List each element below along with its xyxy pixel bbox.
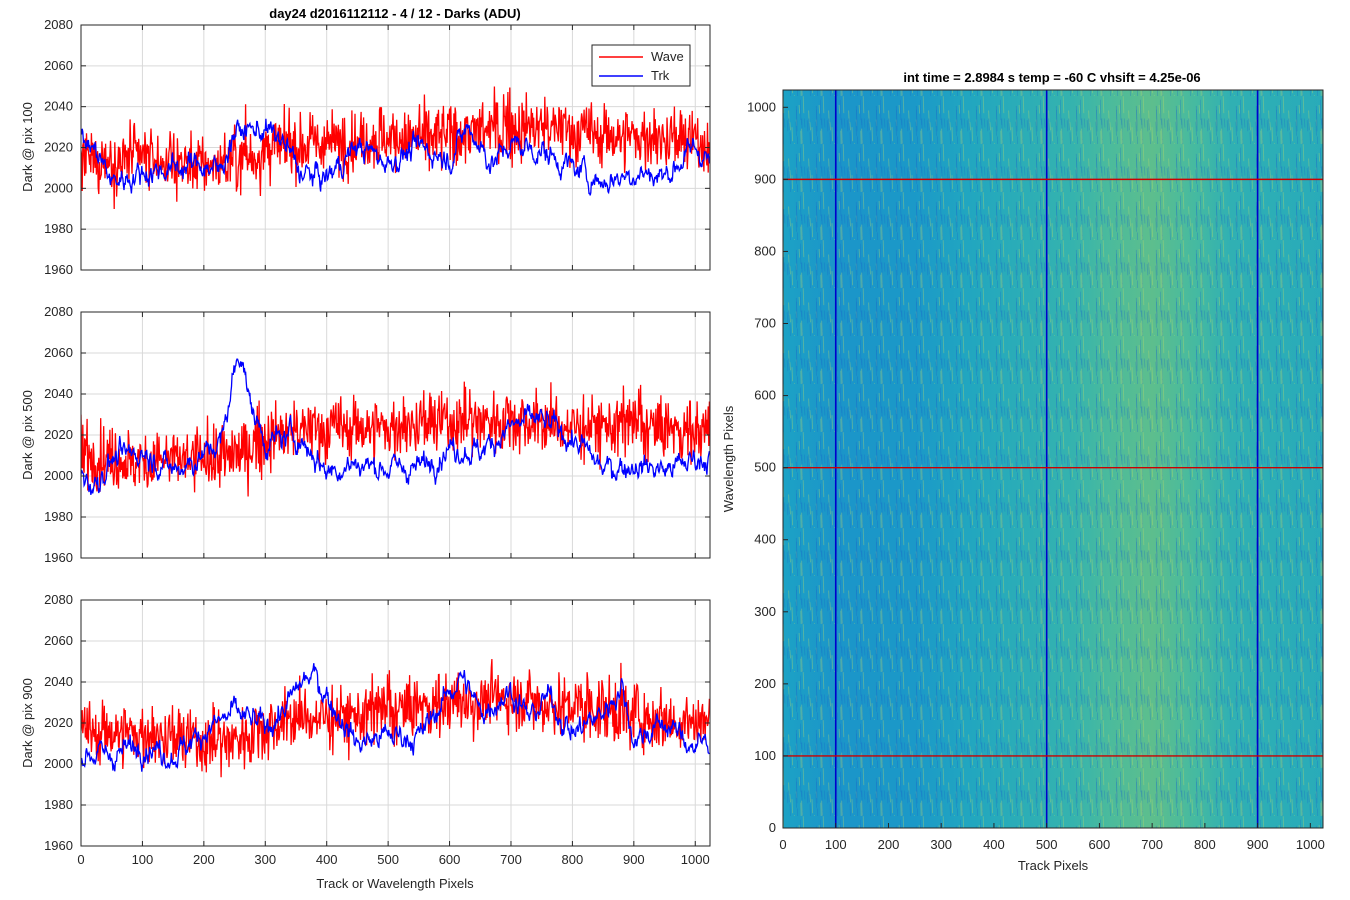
xtick-label: 500 — [377, 852, 399, 867]
heatmap-ytick-label: 900 — [754, 171, 776, 186]
panel-3-ticks: 0 100 200 300 400 500 600 700 800 900 1000 1960 1980… — [44, 592, 710, 867]
ytick-label: 2040 — [44, 674, 73, 689]
legend: Wave Trk — [591, 44, 691, 87]
heatmap-xtick-label: 900 — [1247, 837, 1269, 852]
heatmap-xtick-label: 400 — [983, 837, 1005, 852]
series-line-wave — [81, 86, 710, 210]
heatmap-ytick-label: 400 — [754, 532, 776, 547]
panel-2-ylabel: Dark @ pix 500 — [20, 390, 35, 480]
heatmap-title: int time = 2.8984 s temp = -60 C vhsift … — [903, 70, 1200, 85]
legend-entry-trk: Trk — [651, 68, 670, 83]
series-line-wave — [81, 659, 710, 778]
heatmap-xtick-label: 100 — [825, 837, 847, 852]
xtick-label: 200 — [193, 852, 215, 867]
ytick-label: 2040 — [44, 386, 73, 401]
ytick-label: 2080 — [44, 17, 73, 32]
xtick-label: 0 — [77, 852, 84, 867]
ytick-label: 2080 — [44, 592, 73, 607]
heatmap-xtick-label: 1000 — [1296, 837, 1325, 852]
panel-3-ylabel: Dark @ pix 900 — [20, 678, 35, 768]
heatmap-xlabel: Track Pixels — [1018, 858, 1089, 873]
series-line-wave — [81, 381, 710, 497]
ytick-label: 2060 — [44, 345, 73, 360]
ytick-label: 2040 — [44, 99, 73, 114]
ytick-label: 1960 — [44, 838, 73, 853]
xtick-label: 1000 — [681, 852, 710, 867]
heatmap-axes-box — [782, 89, 1324, 829]
ytick-label: 2000 — [44, 180, 73, 195]
xtick-label: 800 — [562, 852, 584, 867]
heatmap-ytick-label: 1000 — [747, 99, 776, 114]
series-line-trk — [81, 358, 710, 495]
series-line-trk — [81, 118, 710, 196]
heatmap-xtick-label: 600 — [1089, 837, 1111, 852]
ytick-label: 1980 — [44, 221, 73, 236]
line-panel-pix-100: day24 d2016112112 - 4 / 12 - Darks (ADU)… — [20, 6, 711, 277]
ytick-label: 2020 — [44, 140, 73, 155]
panel-1-ticks: 1960 1980 2000 2020 2040 2060 2080 — [44, 17, 710, 277]
panel-2-ticks: 1960 1980 2000 2020 2040 2060 2080 — [44, 304, 710, 565]
ytick-label: 2080 — [44, 304, 73, 319]
panel-3-plot-area — [81, 659, 710, 778]
ytick-label: 2000 — [44, 756, 73, 771]
line-panel-pix-900: 0 100 200 300 400 500 600 700 800 900 1000 1960 1980… — [20, 592, 711, 891]
heatmap-ytick-label: 700 — [754, 316, 776, 331]
heatmap-ytick-label: 800 — [754, 243, 776, 258]
legend-entry-wave: Wave — [651, 49, 684, 64]
panel-1-ylabel: Dark @ pix 100 — [20, 102, 35, 192]
heatmap-ytick-label: 500 — [754, 460, 776, 475]
line-panel-pix-500: 1960 1980 2000 2020 2040 2060 2080 Dark @ pix … — [20, 304, 711, 565]
xtick-label: 400 — [316, 852, 338, 867]
heatmap-xtick-label: 200 — [878, 837, 900, 852]
panel-1-plot-area — [81, 86, 710, 210]
panel-2-grid — [80, 311, 710, 559]
xtick-label: 600 — [439, 852, 461, 867]
panel-2-plot-area — [81, 358, 710, 497]
figure-title: day24 d2016112112 - 4 / 12 - Darks (ADU) — [269, 6, 520, 21]
heatmap-texture — [783, 90, 1323, 828]
heatmap-ytick-label: 300 — [754, 604, 776, 619]
heatmap-ytick-label: 600 — [754, 388, 776, 403]
heatmap-xtick-label: 800 — [1194, 837, 1216, 852]
xtick-label: 100 — [132, 852, 154, 867]
panel-3-xlabel: Track or Wavelength Pixels — [316, 876, 474, 891]
heatmap-markers — [783, 90, 1323, 828]
heatmap-xtick-label: 0 — [779, 837, 786, 852]
heatmap-ticks: 0 100 200 300 400 500 600 700 800 900 1000 0 100 200 3… — [747, 99, 1325, 852]
heatmap-ytick-label: 0 — [769, 820, 776, 835]
heatmap-ylabel: Wavelength Pixels — [721, 405, 736, 512]
series-line-trk — [81, 663, 710, 772]
ytick-label: 2000 — [44, 468, 73, 483]
heatmap-ytick-label: 100 — [754, 748, 776, 763]
ytick-label: 2060 — [44, 633, 73, 648]
heatmap-xtick-label: 300 — [930, 837, 952, 852]
heatmap-xtick-label: 700 — [1141, 837, 1163, 852]
heatmap-panel: int time = 2.8984 s temp = -60 C vhsift … — [721, 70, 1325, 873]
heatmap-xtick-label: 500 — [1036, 837, 1058, 852]
ytick-label: 1980 — [44, 797, 73, 812]
ytick-label: 2060 — [44, 58, 73, 73]
xtick-label: 300 — [254, 852, 276, 867]
ytick-label: 2020 — [44, 715, 73, 730]
xtick-label: 900 — [623, 852, 645, 867]
ytick-label: 2020 — [44, 427, 73, 442]
ytick-label: 1960 — [44, 550, 73, 565]
ytick-label: 1960 — [44, 262, 73, 277]
ytick-label: 1980 — [44, 509, 73, 524]
legend-box — [591, 44, 691, 87]
heatmap-ytick-label: 200 — [754, 676, 776, 691]
xtick-label: 700 — [500, 852, 522, 867]
